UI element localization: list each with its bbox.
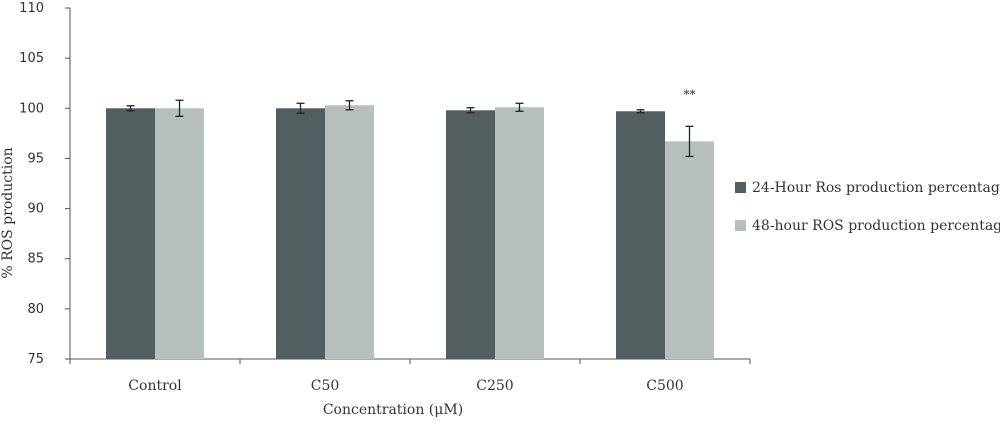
x-tick-label: C500 bbox=[646, 378, 683, 394]
y-tick-label: 90 bbox=[27, 202, 44, 217]
legend: 24-Hour Ros production percentage 48-hour… bbox=[735, 180, 1000, 234]
x-axis-title: Concentration (μM) bbox=[323, 402, 463, 418]
y-tick-label: 75 bbox=[27, 352, 44, 367]
legend-label: 24-Hour Ros production percentage bbox=[752, 180, 1000, 196]
y-tick-label: 85 bbox=[27, 252, 44, 267]
annotations: ** bbox=[684, 87, 696, 101]
legend-label: 48-hour ROS production percentage bbox=[752, 218, 1000, 234]
y-tick-label: 105 bbox=[19, 51, 44, 66]
bar-24h-c50 bbox=[276, 108, 325, 360]
x-tick-label: C50 bbox=[311, 378, 340, 394]
bar-48h-c50 bbox=[325, 105, 374, 359]
x-tick-label: Control bbox=[128, 378, 182, 394]
y-tick-label: 80 bbox=[27, 302, 44, 317]
bar-24h-c250 bbox=[446, 110, 495, 359]
y-tick-label: 110 bbox=[19, 1, 44, 16]
bar-48h-c500 bbox=[665, 141, 714, 359]
y-axis: 75 80 85 90 95 100 105 110 bbox=[19, 1, 71, 367]
y-tick-label: 95 bbox=[27, 151, 44, 166]
x-axis: Control C50 C250 C500 bbox=[69, 358, 751, 394]
y-tick-label: 100 bbox=[19, 101, 44, 116]
x-tick-label: C250 bbox=[476, 378, 513, 394]
legend-swatch bbox=[735, 220, 746, 231]
bars bbox=[106, 105, 714, 360]
significance-marker: ** bbox=[684, 87, 696, 101]
error-bars bbox=[126, 99, 694, 158]
bar-24h-c500 bbox=[616, 111, 665, 360]
legend-swatch bbox=[735, 182, 746, 193]
bar-48h-c250 bbox=[495, 107, 544, 359]
bar-24h-control bbox=[106, 108, 155, 360]
y-axis-title: % ROS production bbox=[0, 147, 16, 278]
bar-48h-control bbox=[155, 108, 204, 360]
